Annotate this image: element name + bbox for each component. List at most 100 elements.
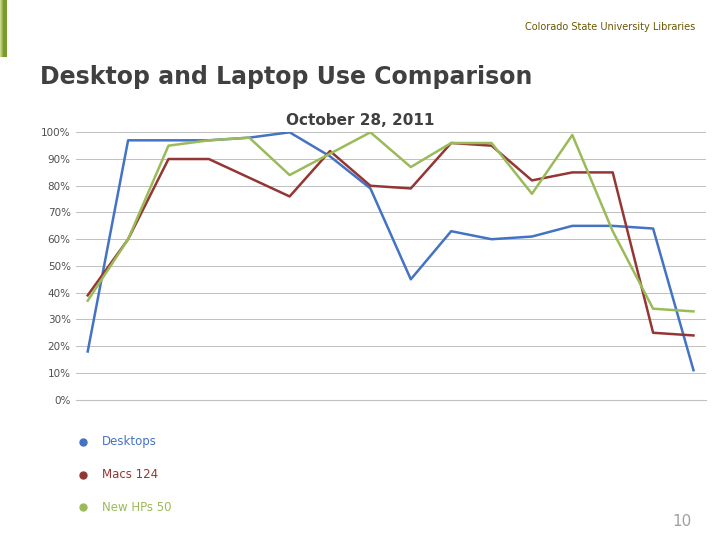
Bar xyxy=(1,0,4,57)
Bar xyxy=(3,0,6,57)
Bar xyxy=(1,0,4,57)
Bar xyxy=(3,0,6,57)
Bar xyxy=(1,0,4,57)
Bar xyxy=(4,0,7,57)
Bar xyxy=(1,0,5,57)
Bar xyxy=(0,0,4,57)
Bar xyxy=(3,0,6,57)
Bar xyxy=(4,0,7,57)
Bar xyxy=(0,0,4,57)
Bar xyxy=(3,0,6,57)
Text: Macs 124: Macs 124 xyxy=(102,468,158,481)
Bar xyxy=(3,0,6,57)
Bar xyxy=(1,0,4,57)
Bar xyxy=(2,0,6,57)
Bar xyxy=(1,0,4,57)
Text: Colorado State University Libraries: Colorado State University Libraries xyxy=(525,22,695,32)
Bar xyxy=(1,0,5,57)
Bar xyxy=(2,0,6,57)
Bar xyxy=(4,0,7,57)
Bar xyxy=(1,0,4,57)
Bar xyxy=(1,0,5,57)
Bar xyxy=(4,0,7,57)
Bar xyxy=(1,0,5,57)
Bar xyxy=(2,0,6,57)
Bar xyxy=(1,0,5,57)
Bar xyxy=(1,0,4,57)
Bar xyxy=(1,0,4,57)
Bar xyxy=(3,0,6,57)
Bar xyxy=(1,0,4,57)
Bar xyxy=(2,0,6,57)
Bar xyxy=(1,0,4,57)
Bar xyxy=(0,0,4,57)
Bar xyxy=(1,0,5,57)
Bar xyxy=(1,0,5,57)
Bar xyxy=(3,0,6,57)
Bar xyxy=(2,0,6,57)
Bar xyxy=(1,0,4,57)
Bar xyxy=(2,0,6,57)
Bar xyxy=(1,0,5,57)
Bar xyxy=(1,0,5,57)
Bar xyxy=(2,0,6,57)
Bar xyxy=(1,0,5,57)
Bar xyxy=(1,0,4,57)
Bar xyxy=(0,0,4,57)
Bar xyxy=(1,0,4,57)
Bar xyxy=(4,0,7,57)
Bar xyxy=(3,0,6,57)
Bar xyxy=(2,0,6,57)
Bar xyxy=(1,0,5,57)
Bar xyxy=(1,0,5,57)
Bar xyxy=(4,0,7,57)
Bar xyxy=(2,0,6,57)
Bar xyxy=(2,0,6,57)
Bar xyxy=(1,0,4,57)
Bar xyxy=(3,0,6,57)
Bar xyxy=(1,0,4,57)
Bar xyxy=(3,0,6,57)
Bar xyxy=(1,0,5,57)
Bar xyxy=(1,0,5,57)
Bar xyxy=(3,0,6,57)
Bar xyxy=(3,0,6,57)
Bar xyxy=(2,0,6,57)
Bar xyxy=(2,0,6,57)
Bar xyxy=(3,0,6,57)
Bar xyxy=(1,0,5,57)
Bar xyxy=(0,0,4,57)
Bar xyxy=(3,0,6,57)
Bar xyxy=(2,0,6,57)
Bar xyxy=(0,0,4,57)
Bar xyxy=(4,0,7,57)
Bar xyxy=(4,0,7,57)
Bar xyxy=(2,0,6,57)
Bar xyxy=(3,0,6,57)
Text: 10: 10 xyxy=(672,514,691,529)
Bar xyxy=(3,0,6,57)
Bar xyxy=(3,0,6,57)
Bar xyxy=(3,0,6,57)
Bar xyxy=(0,0,4,57)
Bar xyxy=(3,0,6,57)
Bar xyxy=(1,0,4,57)
Bar xyxy=(1,0,5,57)
Bar xyxy=(1,0,5,57)
Bar xyxy=(0,0,4,57)
Bar xyxy=(0,0,4,57)
Bar xyxy=(1,0,5,57)
Bar xyxy=(3,0,6,57)
Bar xyxy=(0,0,4,57)
Bar xyxy=(1,0,5,57)
Bar xyxy=(1,0,4,57)
Bar xyxy=(1,0,4,57)
Bar xyxy=(1,0,6,57)
Bar xyxy=(1,0,4,57)
Bar xyxy=(2,0,6,57)
Bar xyxy=(4,0,7,57)
Bar xyxy=(4,0,7,57)
Bar xyxy=(3,0,6,57)
Bar xyxy=(2,0,6,57)
Bar xyxy=(2,0,6,57)
